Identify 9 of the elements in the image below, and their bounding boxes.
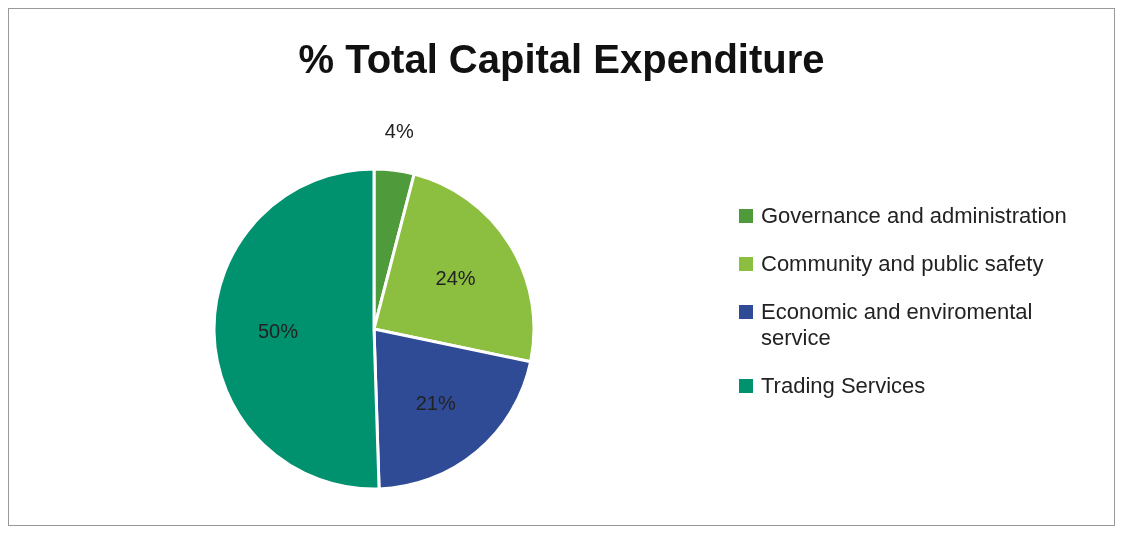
data-label: 50% [258,319,299,342]
data-label: 4% [384,119,414,142]
legend-label: Community and public safety [761,250,1044,277]
legend-label: Governance and administration [761,202,1067,229]
data-label: 24% [435,267,476,290]
legend-label: Trading Services [761,372,926,399]
data-label: 21% [415,391,456,414]
chart-title: % Total Capital Expenditure [297,37,826,82]
legend-label: Economic and enviromental service [761,298,1034,351]
